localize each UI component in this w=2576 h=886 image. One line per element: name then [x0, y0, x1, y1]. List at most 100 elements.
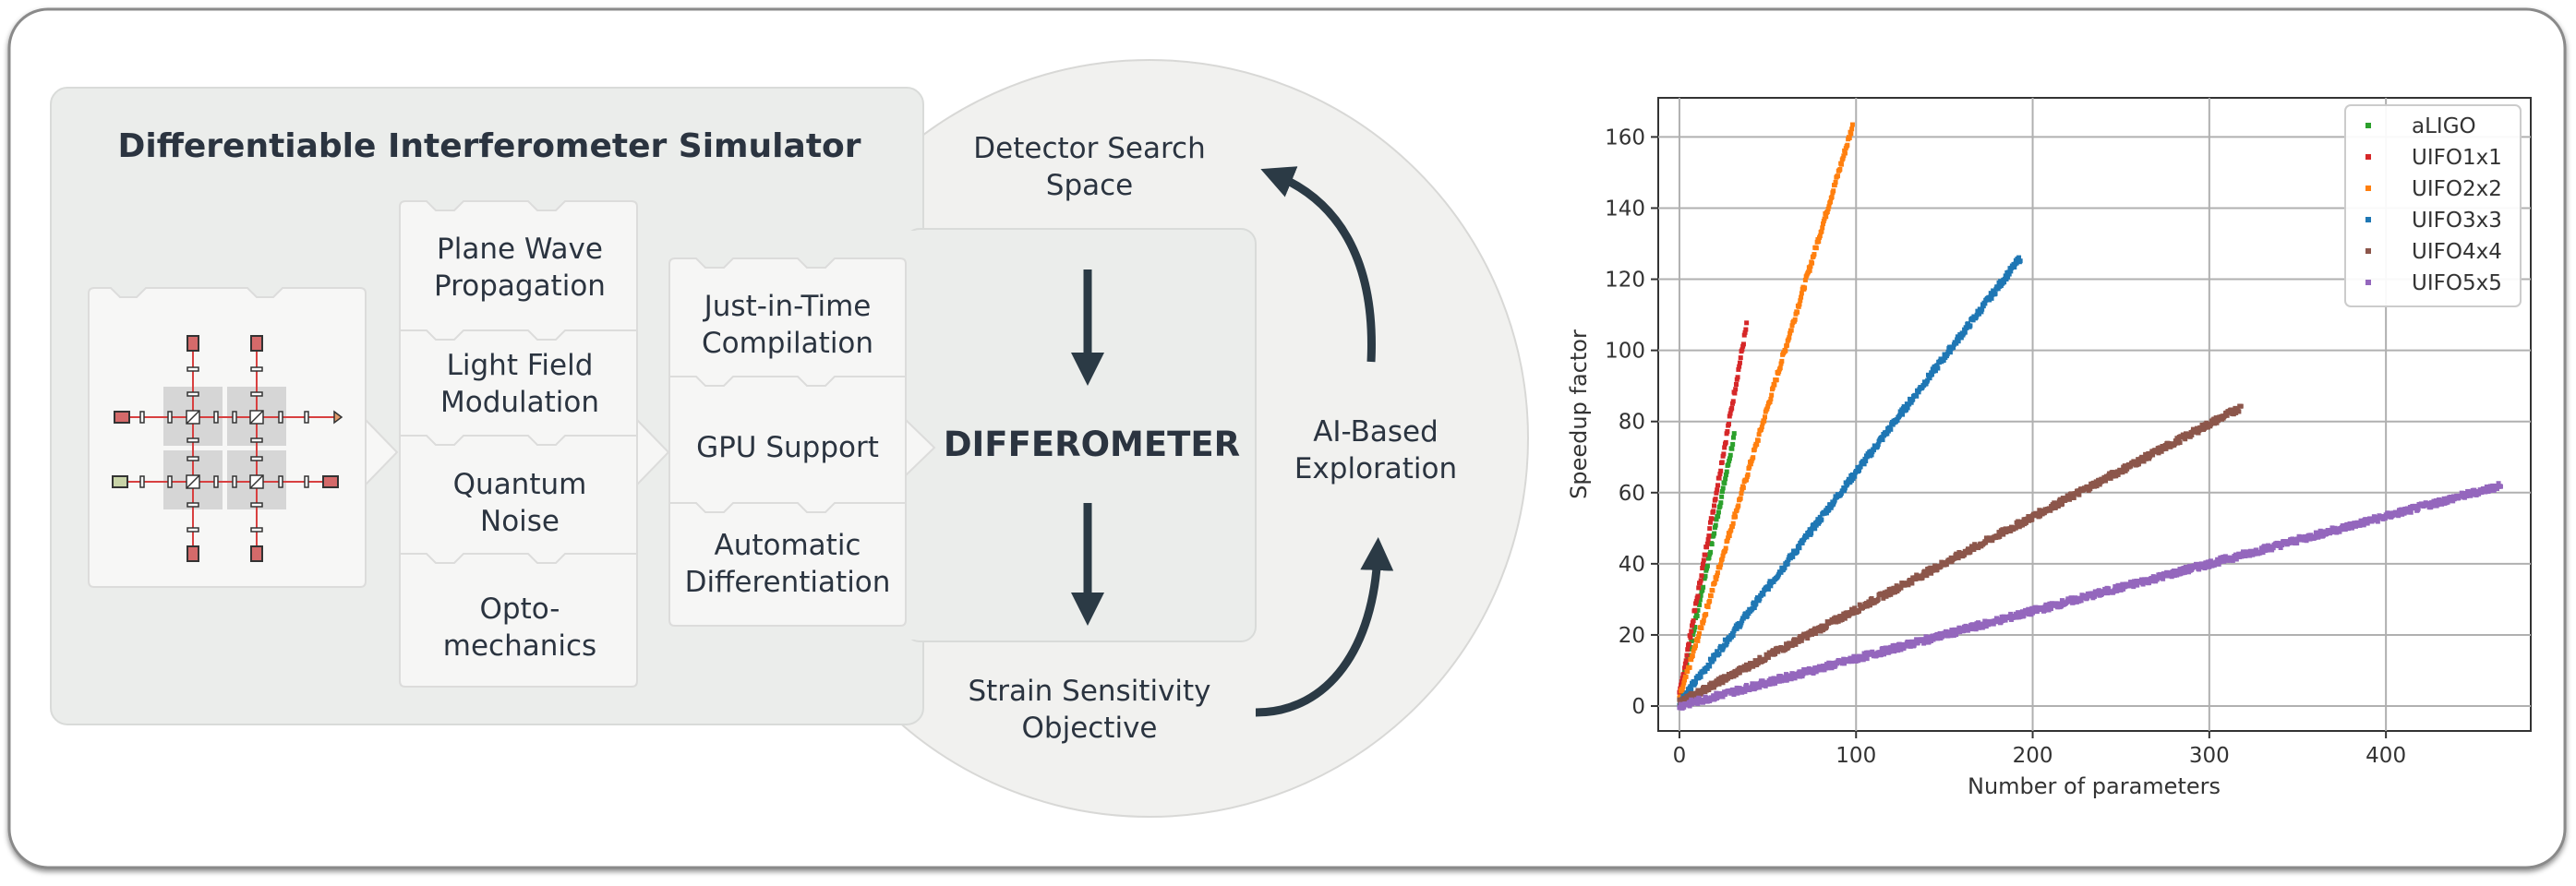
data-point	[1723, 439, 1728, 445]
data-point	[1741, 332, 1747, 338]
data-point	[1708, 593, 1714, 599]
data-point	[1923, 634, 1929, 640]
data-point	[2294, 541, 2300, 546]
data-point	[1689, 657, 1694, 663]
data-point	[1821, 221, 1826, 226]
data-point	[1705, 537, 1711, 543]
data-point	[1753, 601, 1759, 606]
data-point	[2405, 509, 2411, 514]
data-point	[1857, 602, 1862, 607]
data-point	[1861, 461, 1867, 467]
data-point	[1905, 405, 1910, 411]
data-point	[1689, 687, 1694, 692]
data-point	[1739, 491, 1744, 497]
data-point	[1698, 674, 1703, 679]
data-point	[1724, 469, 1729, 474]
data-point	[1971, 547, 1977, 553]
data-point	[1698, 593, 1703, 598]
data-point	[1824, 624, 1829, 629]
data-point	[2103, 478, 2109, 484]
data-point	[2429, 503, 2435, 509]
data-point	[1895, 417, 1900, 423]
data-point	[1842, 616, 1848, 621]
data-point	[1759, 425, 1764, 430]
data-point	[1812, 526, 1818, 532]
data-point	[1681, 680, 1687, 686]
data-point	[1901, 404, 1907, 410]
speedup-chart: 0 100 200 300 400 0 20 40 60 80 100 120 140 160 aLIG…	[1566, 97, 2532, 799]
data-point	[1685, 647, 1691, 653]
data-point	[1768, 396, 1774, 401]
data-point	[1690, 638, 1695, 643]
data-point	[1715, 487, 1720, 493]
data-point	[1976, 620, 1981, 626]
data-point	[1768, 676, 1774, 682]
data-point	[1711, 503, 1716, 509]
data-point	[1751, 447, 1757, 452]
data-point	[2415, 506, 2421, 511]
data-point	[1764, 406, 1770, 412]
data-point	[1763, 683, 1768, 688]
data-point	[1690, 632, 1695, 638]
arrow-curve-down	[1255, 537, 1394, 717]
data-point	[2029, 517, 2035, 522]
y-tick-label: 60	[1619, 482, 1645, 506]
data-point	[1797, 545, 1802, 551]
data-point	[1784, 641, 1789, 647]
data-point	[2135, 582, 2140, 588]
data-point	[1715, 513, 1721, 519]
data-point	[1692, 679, 1698, 685]
data-point	[1956, 549, 1962, 555]
data-point	[2233, 557, 2239, 562]
data-point	[1714, 517, 1719, 522]
data-point	[1771, 579, 1776, 584]
data-point	[1819, 517, 1824, 522]
data-point	[1841, 153, 1847, 159]
data-point	[2003, 617, 2008, 623]
data-point	[1941, 357, 1946, 363]
data-point	[1778, 569, 1784, 575]
data-point	[1833, 179, 1838, 185]
data-point	[1704, 563, 1710, 569]
data-point	[1759, 426, 1764, 432]
legend-entry: UIFO2x2	[2412, 177, 2502, 201]
data-point	[1751, 455, 1756, 461]
data-point	[1744, 320, 1750, 326]
data-point	[2056, 503, 2062, 509]
data-point	[1782, 565, 1788, 570]
data-point	[2189, 432, 2195, 437]
data-point	[1778, 361, 1784, 366]
data-point	[1692, 694, 1698, 700]
differometer-label: DIFFEROMETER	[943, 425, 1241, 464]
data-point	[1712, 531, 1717, 536]
data-point	[1697, 581, 1703, 586]
data-point	[1896, 413, 1902, 418]
data-point	[1719, 557, 1725, 562]
data-point	[1802, 285, 1808, 291]
data-point	[1735, 690, 1740, 696]
data-point	[1756, 432, 1762, 437]
data-point	[1842, 488, 1848, 494]
data-point	[1726, 421, 1731, 426]
data-point	[1717, 472, 1723, 477]
data-point	[1701, 561, 1706, 567]
data-point	[2349, 525, 2354, 531]
data-point	[2484, 484, 2489, 489]
data-point	[1686, 697, 1691, 702]
data-point	[1739, 618, 1745, 624]
data-point	[1725, 429, 1730, 435]
data-point	[1698, 578, 1703, 583]
data-point	[1732, 511, 1738, 517]
data-point	[1957, 629, 1963, 635]
software-column	[668, 257, 936, 627]
data-point	[1805, 636, 1811, 641]
data-point	[1797, 302, 1802, 307]
data-point	[1723, 473, 1728, 478]
data-point	[1869, 452, 1874, 458]
data-point	[1864, 656, 1870, 662]
simulator-title: Differentiable Interferometer Simulator	[117, 127, 861, 165]
data-point	[1899, 641, 1905, 647]
legend-entry: aLIGO	[2412, 114, 2476, 138]
data-point	[1690, 623, 1695, 629]
data-point	[2186, 564, 2192, 569]
